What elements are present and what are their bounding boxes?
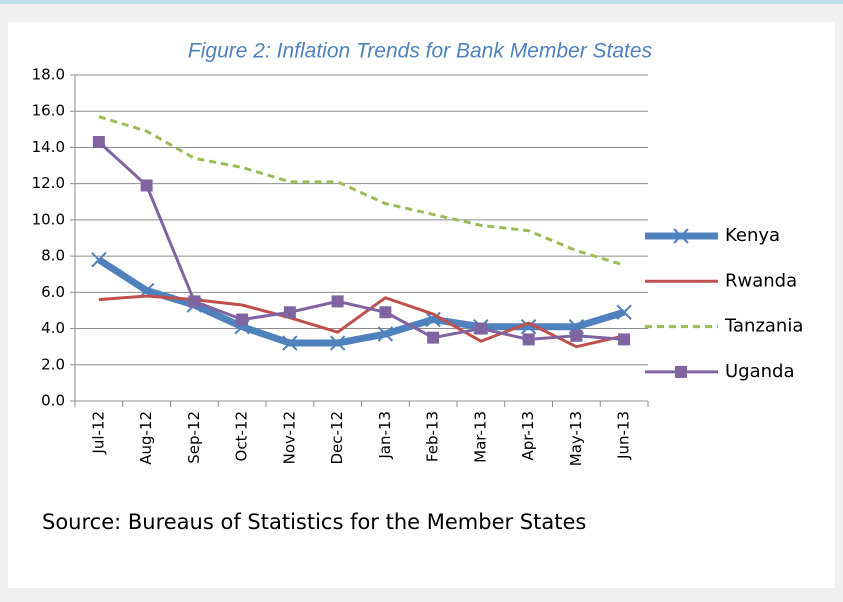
x-tick-label: May-13 <box>567 411 585 466</box>
series-line <box>98 115 625 267</box>
marker <box>520 319 537 335</box>
x-tick-label: Sep-12 <box>185 411 203 464</box>
x-tick-label: Jan-13 <box>376 411 394 460</box>
marker <box>673 228 689 244</box>
y-tick-label: 0.0 <box>41 392 65 410</box>
source-note: Source: Bureaus of Statistics for the Me… <box>42 510 586 534</box>
marker <box>616 304 632 320</box>
marker <box>427 331 440 344</box>
marker <box>675 365 687 378</box>
marker <box>188 295 201 308</box>
y-tick-label: 8.0 <box>41 247 65 265</box>
y-tick-label: 2.0 <box>41 355 65 373</box>
chart-title: Figure 2: Inflation Trends for Bank Memb… <box>188 40 653 63</box>
x-tick-label: Dec-12 <box>328 411 346 465</box>
marker <box>474 322 487 335</box>
panel <box>8 22 835 588</box>
x-tick-label: Aug-12 <box>137 411 155 465</box>
y-tick-label: 6.0 <box>41 283 65 301</box>
marker <box>236 313 249 326</box>
marker <box>379 306 392 319</box>
marker <box>377 326 394 342</box>
legend-label: Uganda <box>725 361 795 382</box>
x-tick-label: Nov-12 <box>280 411 298 464</box>
x-tick-label: Apr-13 <box>519 411 537 461</box>
series-line <box>98 294 625 349</box>
marker <box>331 295 344 308</box>
x-tick-label: Mar-13 <box>471 411 489 463</box>
y-tick-label: 10.0 <box>32 210 65 228</box>
marker <box>91 252 107 268</box>
y-tick-label: 16.0 <box>32 102 65 120</box>
series-line <box>97 140 625 341</box>
x-tick-label: Oct-12 <box>233 411 251 461</box>
marker <box>283 306 296 319</box>
x-tick-label: Jun-13 <box>615 411 633 460</box>
x-tick-label: Jul-12 <box>89 411 107 455</box>
legend-label: Rwanda <box>725 270 797 291</box>
y-tick-label: 14.0 <box>32 138 65 156</box>
legend-label: Kenya <box>725 225 780 246</box>
y-tick-label: 4.0 <box>41 319 65 337</box>
marker <box>425 311 441 328</box>
marker <box>522 333 535 346</box>
y-tick-label: 12.0 <box>32 174 65 192</box>
marker <box>282 335 298 351</box>
marker <box>618 333 631 346</box>
top-strip <box>0 0 843 4</box>
marker <box>329 335 346 351</box>
marker <box>140 179 153 192</box>
marker <box>92 136 105 149</box>
y-tick-label: 18.0 <box>32 66 65 84</box>
marker <box>570 329 583 342</box>
legend-label: Tanzania <box>724 316 803 337</box>
x-tick-label: Feb-13 <box>424 411 442 462</box>
